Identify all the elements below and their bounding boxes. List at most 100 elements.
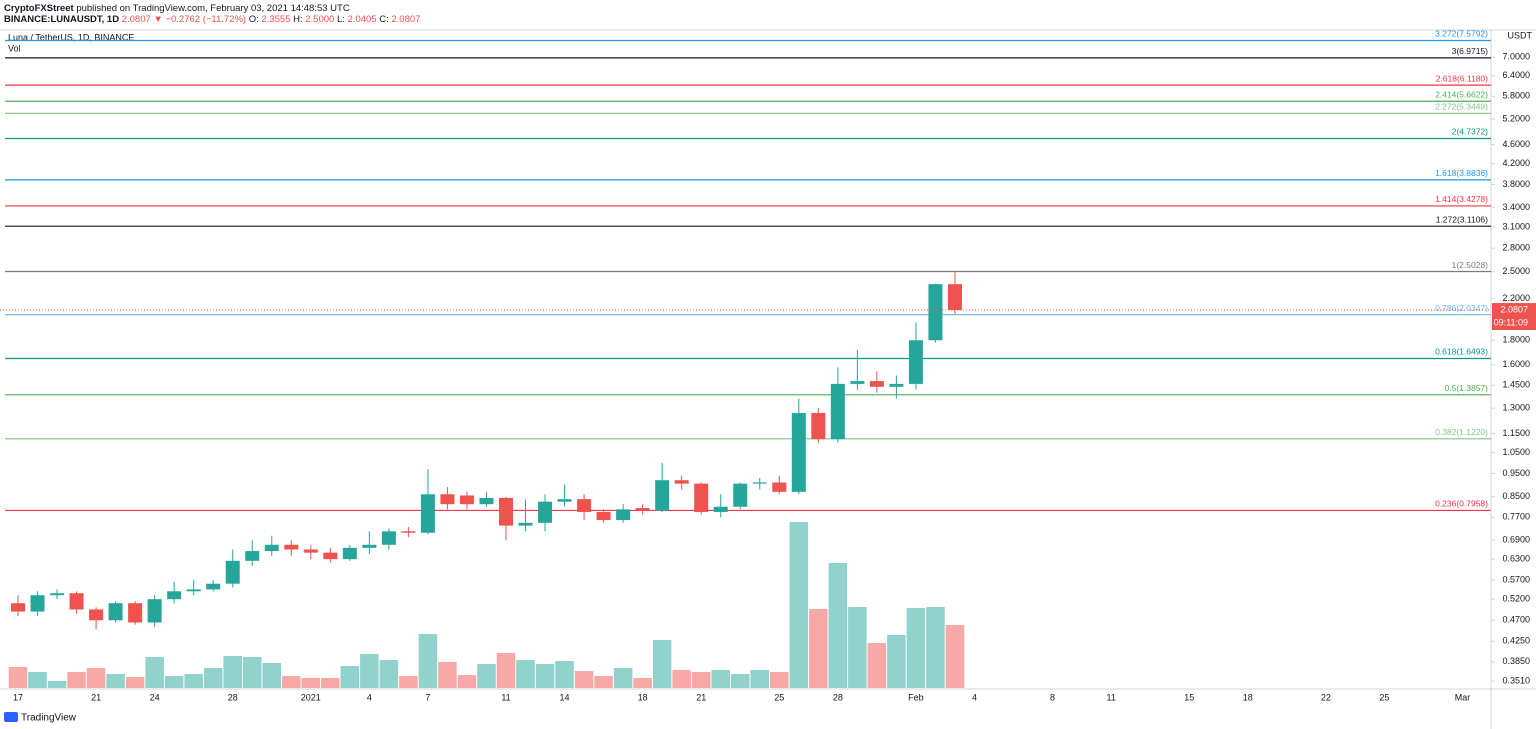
candle-body (30, 595, 45, 612)
ohlc-value: 2.3555 (261, 14, 291, 25)
candle-body (616, 509, 631, 521)
y-tick-label: 0.7700 (1502, 512, 1530, 522)
x-tick-label: 15 (1184, 692, 1194, 702)
volume-bar (262, 663, 282, 688)
last-price-box (1492, 303, 1536, 331)
y-tick-label: 3.1000 (1502, 221, 1530, 231)
volume-bar (47, 681, 67, 688)
symbol-legend: BINANCE:LUNAUSDT, 1D 2.0807 ▼ −0.2762 (−… (4, 14, 420, 25)
candle-body (811, 412, 826, 440)
candle-body (225, 560, 240, 584)
x-tick-label: 17 (13, 692, 23, 702)
x-tick-label: 11 (501, 692, 510, 702)
last-price-label: 2.0807 (1500, 304, 1528, 314)
brand-logo (4, 712, 18, 722)
x-tick-label: 18 (1243, 692, 1253, 702)
countdown: 09:11:09 (1494, 317, 1528, 327)
chart-title: Luna / TetherUS, 1D, BINANCE (8, 32, 134, 42)
y-tick-label: 6.4000 (1502, 70, 1530, 80)
y-tick-label: 1.3000 (1502, 402, 1530, 412)
ohlc-key: O: (248, 14, 259, 25)
candle-body (167, 591, 182, 600)
y-tick-label: 7.0000 (1502, 51, 1530, 61)
x-tick-label: 21 (91, 692, 101, 702)
y-tick-label: 1.8000 (1502, 335, 1530, 345)
y-tick-label: 1.1500 (1502, 428, 1530, 438)
currency-label: USDT (1508, 30, 1533, 40)
y-tick-label: 5.2000 (1502, 113, 1530, 123)
y-tick-label: 2.2000 (1502, 293, 1530, 303)
volume-bar (86, 668, 106, 688)
fib-label: 2.272(5.3449) (1435, 102, 1488, 112)
volume-bar (340, 666, 360, 688)
x-tick-label: 25 (774, 692, 784, 702)
candle-body (186, 589, 201, 592)
ohlc-key: L: (336, 14, 345, 25)
fib-label: 2.414(5.6622) (1435, 90, 1488, 100)
volume-bar (770, 672, 789, 688)
volume-bar (301, 678, 321, 688)
volume-bar (926, 607, 945, 688)
fib-label: 1.618(3.8836) (1435, 168, 1488, 178)
last-price: 2.0807 (121, 14, 151, 25)
candle-body (128, 603, 143, 623)
x-tick-label: 14 (560, 692, 570, 702)
fib-label: 2(4.7372) (1452, 127, 1489, 137)
volume-bar (555, 661, 574, 688)
volume-bar (379, 660, 399, 688)
publish-line: CryptoFXStreet published on TradingView.… (4, 3, 350, 14)
volume-bar (399, 676, 418, 688)
y-tick-label: 3.8000 (1502, 179, 1530, 189)
x-tick-label: 7 (425, 692, 430, 702)
candle-body (596, 511, 611, 521)
symbol: BINANCE:LUNAUSDT, 1D (4, 14, 120, 25)
candle-body (147, 599, 162, 623)
candle-body (459, 495, 474, 505)
fib-label: 0.786(2.0347) (1435, 303, 1488, 313)
y-tick-label: 1.6000 (1502, 359, 1530, 369)
y-tick-label: 0.3510 (1502, 676, 1530, 686)
y-tick-label: 0.3850 (1502, 656, 1530, 666)
candle-body (401, 531, 416, 533)
y-tick-label: 1.4500 (1502, 380, 1530, 390)
candle-body (752, 482, 767, 484)
volume-bar (438, 662, 457, 688)
y-tick-label: 0.4250 (1502, 636, 1530, 646)
candle-body (89, 609, 104, 621)
fib-label: 1.414(3.4278) (1435, 194, 1488, 204)
brand: TradingView (21, 713, 77, 724)
volume-bar (8, 667, 28, 688)
candle-body (791, 412, 806, 492)
x-tick-label: 11 (1106, 692, 1115, 702)
volume-bar (672, 670, 691, 688)
volume-bar (848, 607, 867, 688)
volume-bar (711, 670, 730, 688)
publisher: CryptoFXStreet (4, 3, 74, 14)
volume-bar (828, 563, 848, 688)
candle-body (420, 494, 435, 533)
candle-body (733, 483, 748, 507)
candle-body (323, 552, 338, 560)
x-tick-label: 22 (1321, 692, 1331, 702)
volume-bar (906, 608, 926, 688)
volume-bar (360, 654, 379, 688)
candle-body (694, 483, 709, 512)
candle-body (674, 480, 689, 484)
x-tick-label: 24 (150, 692, 160, 702)
candle-body (538, 501, 553, 523)
volume-bar (418, 634, 438, 688)
candle-body (284, 544, 299, 550)
volume-bar (203, 668, 223, 688)
ohlc-value: 2.0807 (391, 14, 421, 25)
y-tick-label: 0.4700 (1502, 615, 1530, 625)
y-tick-label: 0.5200 (1502, 594, 1530, 604)
candle-body (69, 593, 84, 610)
volume-bar (691, 672, 711, 688)
volume-bar (145, 657, 164, 688)
volume-bar (184, 674, 203, 688)
fib-label: 1(2.5028) (1452, 260, 1489, 270)
ohlc-key: H: (293, 14, 303, 25)
candle-body (889, 383, 904, 387)
candle-body (947, 284, 962, 311)
